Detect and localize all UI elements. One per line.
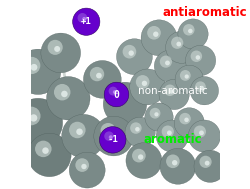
- Circle shape: [100, 127, 126, 153]
- Circle shape: [48, 40, 63, 55]
- Circle shape: [194, 125, 206, 138]
- Circle shape: [190, 50, 202, 62]
- Circle shape: [205, 161, 210, 166]
- Circle shape: [184, 74, 189, 79]
- Circle shape: [171, 37, 183, 49]
- Circle shape: [109, 135, 113, 139]
- Circle shape: [178, 19, 208, 49]
- Circle shape: [96, 73, 102, 78]
- Circle shape: [75, 158, 89, 172]
- Circle shape: [167, 130, 172, 135]
- Circle shape: [196, 55, 200, 60]
- Circle shape: [35, 141, 51, 157]
- Circle shape: [166, 154, 180, 168]
- Circle shape: [16, 49, 61, 94]
- Circle shape: [132, 149, 146, 163]
- Circle shape: [150, 108, 160, 119]
- Circle shape: [30, 64, 38, 71]
- Circle shape: [23, 57, 40, 74]
- Circle shape: [175, 65, 204, 94]
- Circle shape: [69, 152, 105, 188]
- Circle shape: [104, 131, 114, 141]
- Text: antiaromatic: antiaromatic: [163, 6, 248, 19]
- Circle shape: [125, 117, 155, 147]
- Circle shape: [14, 98, 63, 147]
- Circle shape: [160, 56, 172, 68]
- Circle shape: [46, 77, 90, 120]
- Circle shape: [73, 8, 100, 35]
- Circle shape: [195, 81, 206, 92]
- Text: -1: -1: [107, 135, 118, 144]
- Circle shape: [126, 143, 162, 179]
- Circle shape: [69, 122, 86, 138]
- Circle shape: [122, 45, 136, 59]
- Circle shape: [199, 130, 204, 135]
- Circle shape: [169, 89, 174, 94]
- Circle shape: [194, 150, 226, 182]
- Circle shape: [84, 60, 121, 98]
- Circle shape: [188, 29, 192, 33]
- Circle shape: [172, 160, 178, 165]
- Circle shape: [138, 154, 143, 160]
- Circle shape: [162, 125, 174, 138]
- Text: +1: +1: [81, 17, 92, 26]
- Circle shape: [116, 39, 152, 75]
- Text: non-aromatic: non-aromatic: [138, 86, 208, 96]
- Circle shape: [200, 86, 204, 90]
- Circle shape: [200, 156, 212, 168]
- Circle shape: [54, 46, 60, 52]
- Circle shape: [82, 17, 86, 21]
- Circle shape: [78, 13, 87, 23]
- Circle shape: [54, 84, 70, 101]
- Circle shape: [130, 69, 166, 105]
- Circle shape: [141, 20, 177, 56]
- Circle shape: [113, 90, 116, 94]
- Circle shape: [42, 147, 49, 154]
- Circle shape: [142, 81, 147, 86]
- Circle shape: [165, 60, 170, 65]
- Circle shape: [128, 50, 134, 56]
- Circle shape: [130, 122, 142, 134]
- Circle shape: [118, 96, 124, 103]
- Circle shape: [156, 120, 188, 152]
- Circle shape: [154, 50, 186, 82]
- Circle shape: [174, 108, 204, 138]
- Circle shape: [135, 127, 140, 132]
- Circle shape: [76, 129, 83, 135]
- Circle shape: [30, 114, 37, 122]
- Circle shape: [28, 133, 71, 177]
- Circle shape: [186, 45, 216, 76]
- Circle shape: [100, 123, 116, 138]
- Circle shape: [179, 113, 191, 124]
- Circle shape: [62, 114, 105, 158]
- Text: 0: 0: [114, 90, 119, 99]
- Circle shape: [22, 107, 40, 125]
- Circle shape: [90, 67, 104, 81]
- Circle shape: [94, 116, 134, 156]
- Circle shape: [81, 164, 87, 169]
- Circle shape: [103, 82, 147, 126]
- Circle shape: [154, 112, 158, 116]
- Circle shape: [176, 42, 181, 46]
- Circle shape: [183, 24, 194, 36]
- Circle shape: [41, 33, 80, 73]
- Circle shape: [180, 70, 191, 81]
- Circle shape: [147, 26, 161, 40]
- Circle shape: [166, 31, 198, 63]
- Text: aromatic: aromatic: [144, 133, 203, 146]
- Circle shape: [164, 84, 176, 96]
- Circle shape: [145, 103, 173, 131]
- Circle shape: [107, 129, 113, 135]
- Circle shape: [153, 32, 158, 37]
- Circle shape: [159, 79, 189, 110]
- Circle shape: [184, 118, 189, 122]
- Circle shape: [136, 75, 149, 89]
- Circle shape: [160, 148, 196, 184]
- Circle shape: [61, 91, 68, 97]
- Circle shape: [109, 87, 118, 95]
- Circle shape: [111, 90, 127, 106]
- Circle shape: [188, 120, 220, 152]
- Circle shape: [104, 82, 129, 107]
- Circle shape: [190, 77, 218, 105]
